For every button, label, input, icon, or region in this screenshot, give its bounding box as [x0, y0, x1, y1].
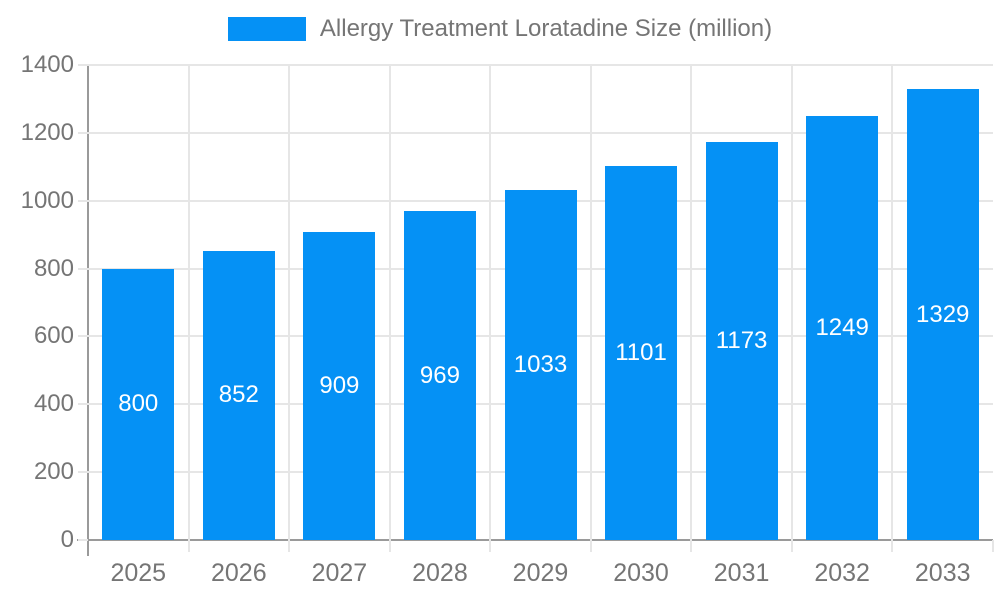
bar — [705, 142, 778, 540]
y-axis-tick — [78, 64, 88, 66]
x-axis-tick — [790, 540, 793, 552]
bar — [102, 268, 175, 540]
plot-area: 0 200 400 600 800 1000 1200 1400 800 2025 852 2026 9… — [21, 51, 994, 587]
x-axis-tick-label: 2028 — [412, 559, 468, 587]
bar-value-label: 1173 — [715, 327, 768, 354]
bar-value-label: 1101 — [615, 339, 667, 367]
x-axis-tick — [992, 540, 994, 552]
x-gridline — [489, 65, 492, 540]
y-axis-tick-label: 400 — [33, 390, 74, 418]
y-axis-tick-label: 200 — [33, 458, 74, 486]
legend-swatch — [227, 17, 306, 41]
bar-value-label: 1329 — [916, 300, 970, 328]
x-axis-tick — [388, 540, 391, 552]
x-axis-tick-label: 2033 — [914, 559, 971, 587]
x-gridline — [187, 65, 190, 540]
x-gridline — [690, 65, 693, 540]
y-axis-tick-label: 0 — [60, 526, 74, 553]
x-gridline — [288, 65, 291, 540]
y-axis-tick — [78, 199, 88, 202]
x-axis-tick-label: 2027 — [311, 559, 368, 587]
y-axis-tick — [78, 471, 88, 474]
bar — [806, 116, 879, 540]
x-axis-tick-label: 2026 — [211, 559, 267, 587]
bar — [202, 250, 275, 540]
bar — [303, 231, 376, 540]
x-gridline — [790, 65, 793, 540]
x-axis-tick-label: 2025 — [110, 559, 167, 587]
legend-label: Allergy Treatment Loratadine Size (milli… — [319, 15, 773, 42]
y-axis-tick-label: 1000 — [20, 186, 74, 214]
bar — [906, 89, 979, 540]
y-axis-tick — [78, 539, 88, 541]
legend[interactable]: Allergy Treatment Loratadine Size (milli… — [0, 14, 1000, 44]
y-axis-tick-label: 600 — [33, 322, 74, 350]
bar-value-label: 800 — [118, 390, 159, 418]
x-axis-tick-label: 2031 — [713, 559, 770, 587]
y-gridline — [88, 64, 993, 66]
y-axis-tick — [78, 267, 88, 270]
x-axis-tick — [187, 540, 190, 552]
bar-value-label: 969 — [419, 361, 460, 389]
x-axis-tick-label: 2029 — [512, 559, 569, 587]
x-axis-line — [77, 539, 993, 541]
bar — [605, 166, 678, 540]
bar — [504, 189, 577, 540]
bar-value-label: 909 — [319, 371, 360, 399]
x-axis-tick-label: 2032 — [814, 559, 870, 587]
bar — [403, 211, 476, 540]
x-gridline — [589, 65, 592, 540]
y-axis-tick-label: 1200 — [20, 118, 74, 146]
y-axis-tick — [78, 131, 88, 134]
bar-value-label: 1033 — [513, 350, 568, 378]
x-axis-tick — [891, 540, 894, 552]
y-axis-line — [87, 65, 89, 556]
y-axis-tick — [78, 335, 88, 338]
y-axis-tick-label: 1400 — [20, 51, 74, 78]
x-axis-tick-label: 2030 — [613, 559, 669, 587]
x-gridline — [891, 65, 894, 540]
x-axis-tick — [690, 540, 693, 552]
x-axis-tick — [589, 540, 592, 552]
y-axis-tick — [78, 403, 88, 406]
x-gridline — [388, 65, 391, 540]
bar-value-label: 1249 — [815, 314, 869, 342]
y-axis-tick-label: 800 — [33, 254, 74, 282]
x-axis-tick — [489, 540, 492, 552]
x-axis-tick — [288, 540, 291, 552]
bar-value-label: 852 — [218, 381, 259, 409]
y-gridline — [88, 131, 993, 134]
